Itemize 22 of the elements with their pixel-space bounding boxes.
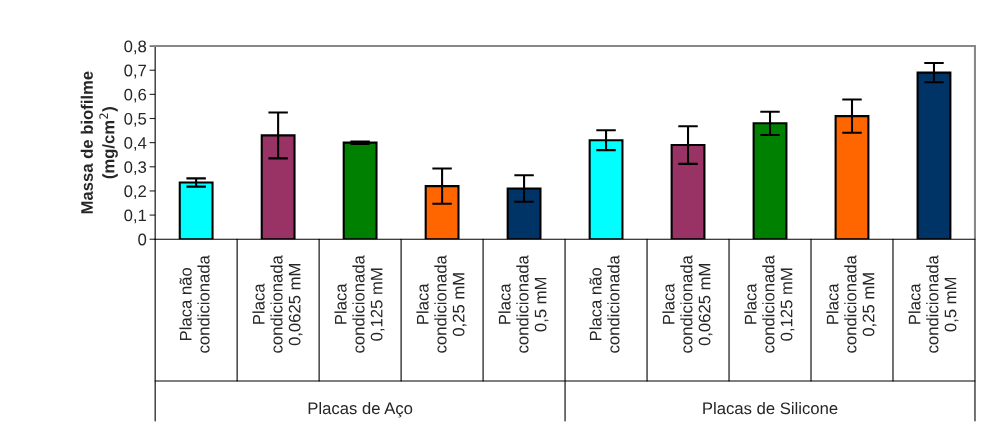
text: Placas de Aço [308, 401, 413, 418]
y-tick-label: 0,7 [124, 64, 146, 79]
y-tick-label: 0,6 [124, 88, 147, 103]
x-tick-label: Placa condicionada 0,0625 mM [662, 255, 713, 353]
x-tick-label: Placa condicionada 0,25 mM [826, 255, 877, 353]
x-tick-label: Placa condicionada 0,5 mM [908, 255, 959, 353]
x-tick-label: Placa condicionada 0,125 mM [334, 255, 385, 353]
x-tick-label: Placa condicionada 0,5 mM [498, 255, 549, 353]
x-tick-label: Placa não condicionada [589, 255, 620, 353]
x-tick-label: Placa condicionada 0,25 mM [416, 255, 467, 353]
y-tick-label: 0,8 [124, 40, 147, 55]
y-axis-title: Massa de biofilme (mg/cm$^{2}$) [80, 71, 118, 214]
x-tick-label: Placa não condicionada [179, 255, 210, 353]
y-tick-label: 0 [138, 233, 147, 246]
text: Placas de Silicone [703, 402, 838, 415]
x-tick-label: Placa condicionada 0,125 mM [744, 255, 795, 353]
y-tick-label: 0,2 [124, 185, 146, 200]
y-tick-label: 0,1 [124, 209, 147, 224]
y-tick-label: 0,5 [124, 112, 147, 127]
x-tick-label: Placa condicionada 0,0625 mM [252, 255, 303, 353]
y-tick-label: 0,4 [124, 137, 147, 151]
y-tick-label: 0,3 [124, 161, 147, 175]
